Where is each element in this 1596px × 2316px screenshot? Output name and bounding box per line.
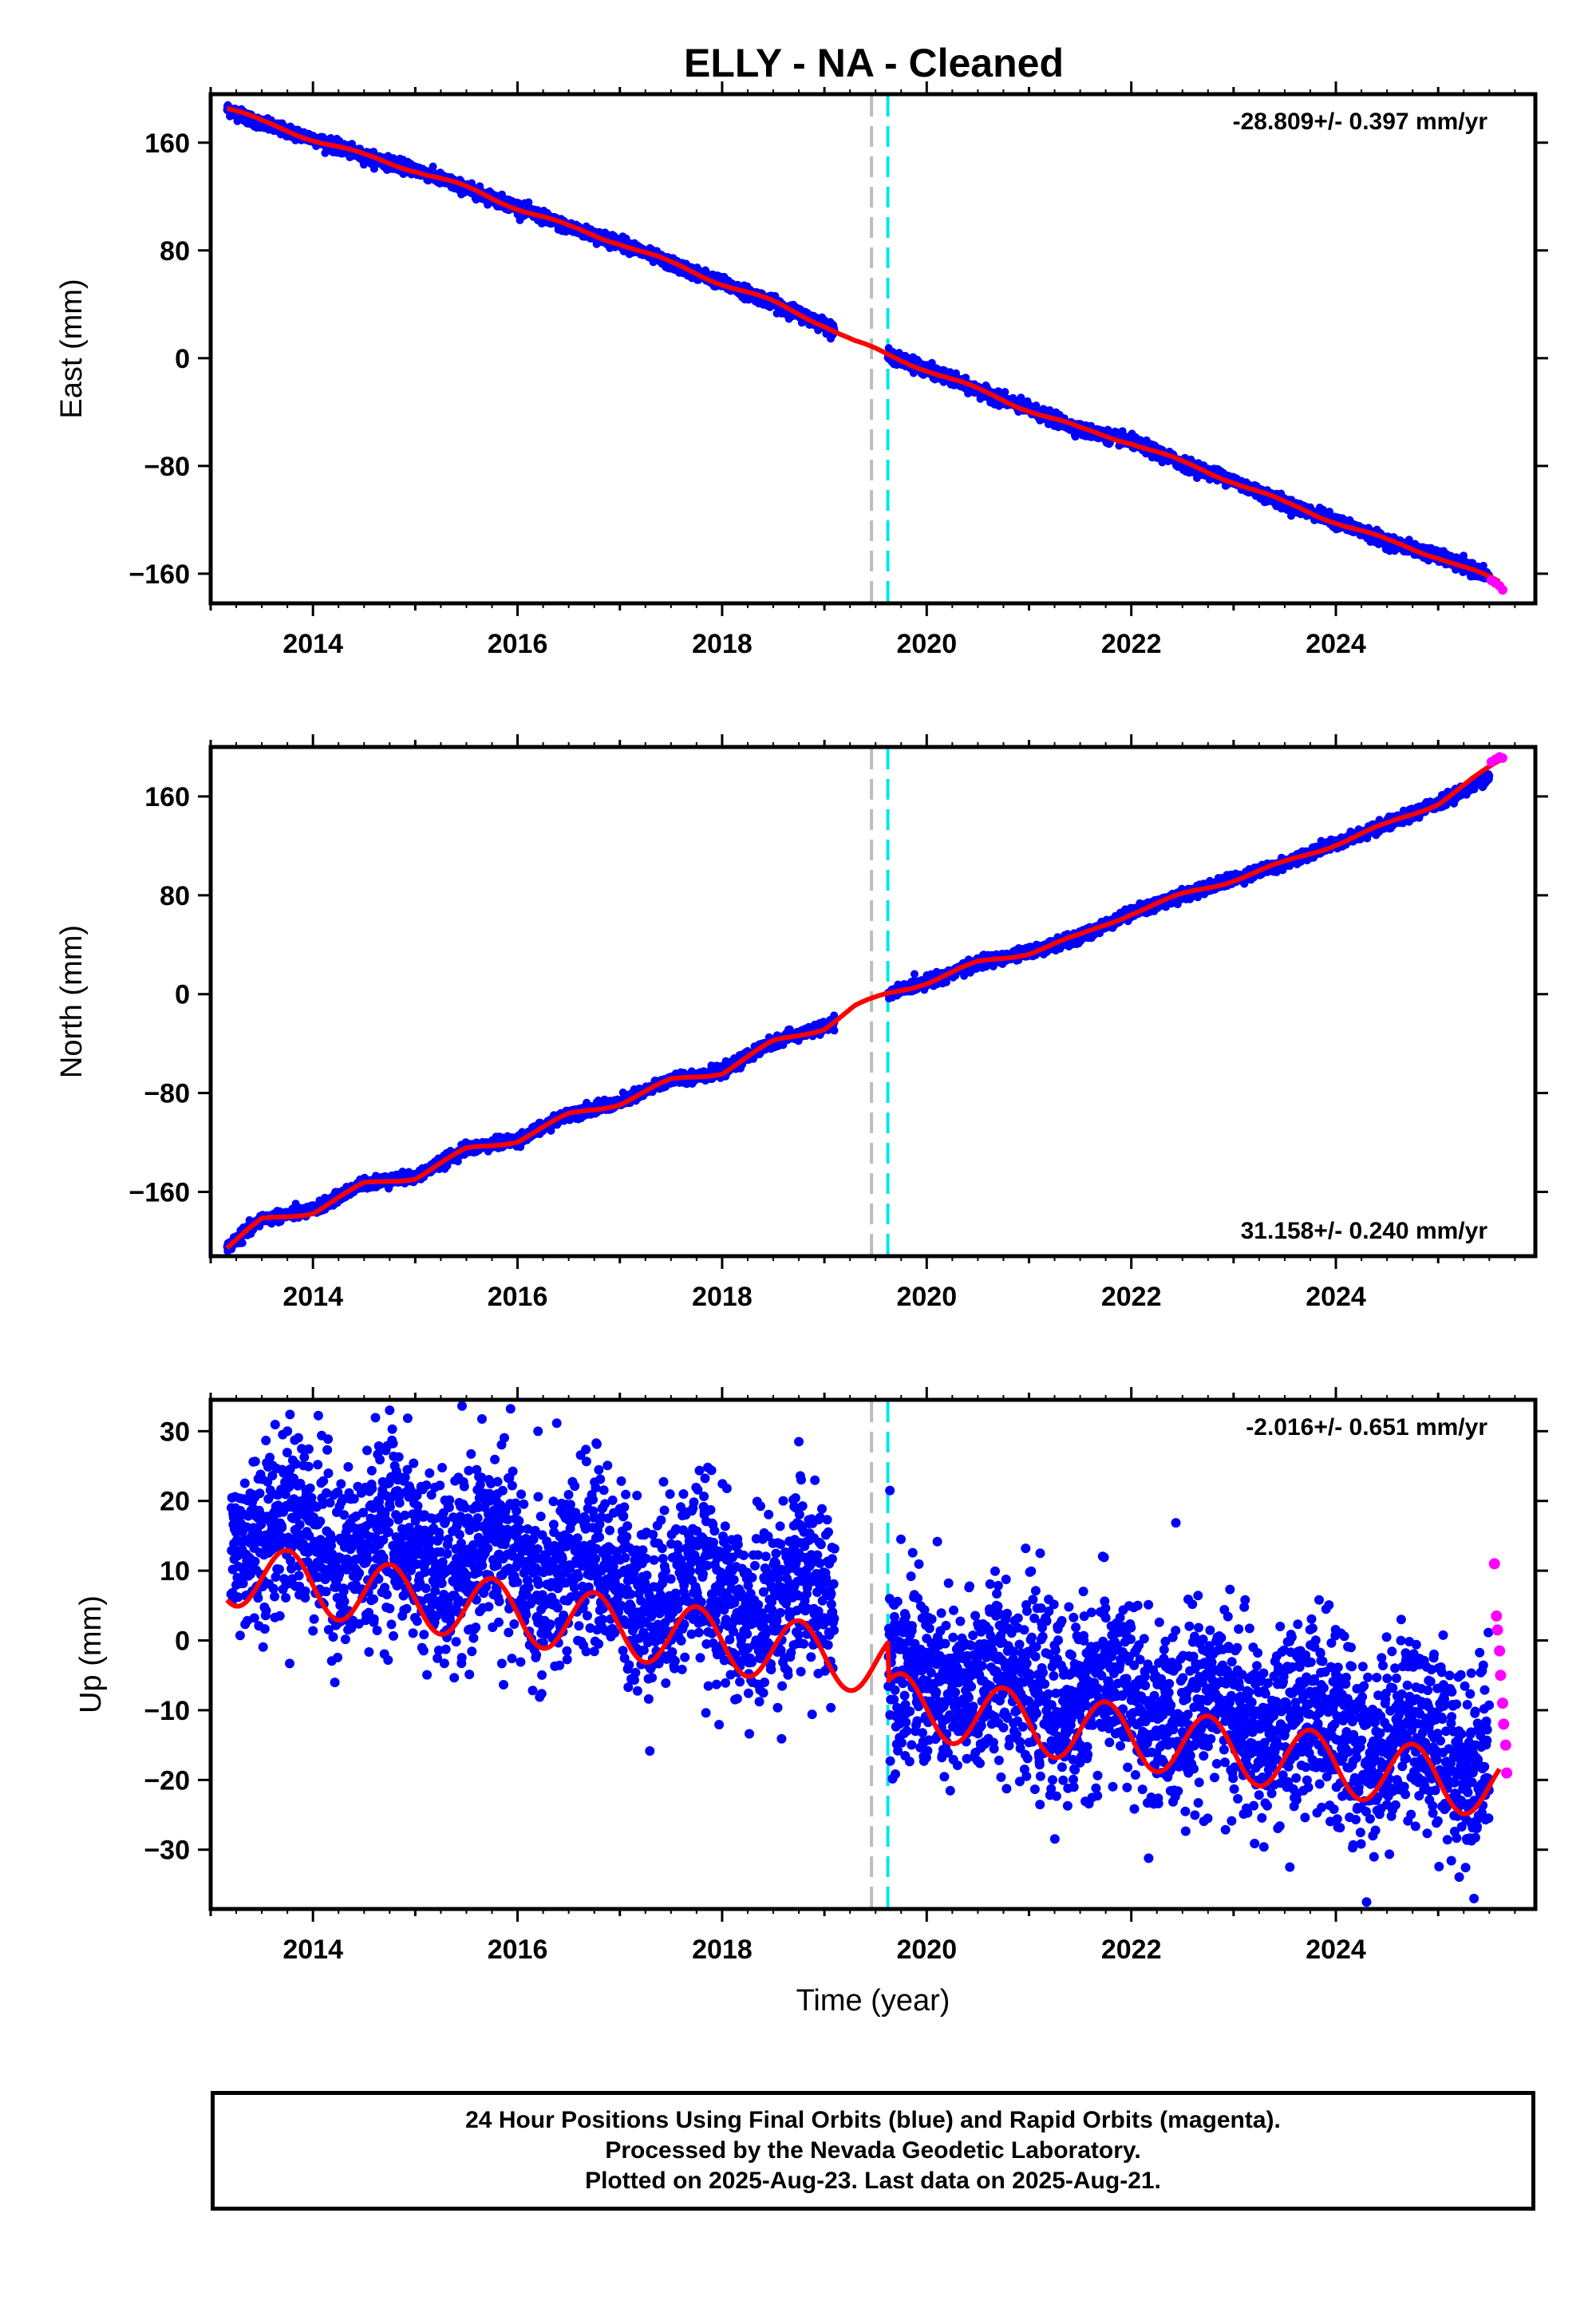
north-panel-xtick-label: 2018 (692, 1282, 753, 1312)
east-panel-rapid-orbit-point (1497, 585, 1507, 595)
east-panel-xtick-label: 2016 (488, 629, 548, 659)
east-panel-rate-label: -28.809+/- 0.397 mm/yr (1233, 109, 1488, 135)
east-panel: 160 80 0 −80 −160 2014 2016 2018 2020 2022 2024 -28… (55, 81, 1548, 659)
east-panel-model-fit-line (226, 105, 1501, 584)
north-panel-ytick-label: −80 (144, 1079, 190, 1109)
north-panel-final-orbit-point (238, 1239, 247, 1247)
north-panel-xtick-label: 2024 (1306, 1282, 1366, 1312)
north-panel-xtick-label: 2020 (896, 1282, 957, 1312)
east-panel-xtick-label: 2020 (896, 629, 957, 659)
east-panel-xtick-label: 2018 (692, 629, 753, 659)
north-panel-plot-area (223, 752, 1507, 1255)
east-panel-y-axis-label: East (mm) (55, 279, 89, 418)
north-panel-ytick-label: −160 (128, 1177, 190, 1207)
east-panel-final-orbit-point (1001, 388, 1009, 397)
figure-title: ELLY - NA - Cleaned (684, 41, 1064, 85)
east-panel-final-orbit-point (524, 198, 533, 207)
east-panel-plot-area (223, 101, 1507, 595)
east-panel-xtick-label: 2024 (1306, 629, 1366, 659)
east-panel-xtick-label: 2014 (282, 629, 343, 659)
north-panel-xtick-label: 2014 (282, 1282, 343, 1312)
north-panel-xtick-label: 2022 (1101, 1282, 1162, 1312)
east-panel-ytick-label: 0 (175, 344, 190, 374)
east-panel-final-orbit-point (348, 140, 357, 148)
north-panel-ytick-label: 80 (160, 881, 190, 911)
east-panel-ytick-label: −80 (144, 452, 190, 482)
east-panel-ytick-label: 80 (160, 236, 190, 267)
north-panel-final-orbit-points (223, 770, 1494, 1255)
north-panel-ytick-label: 0 (175, 980, 190, 1010)
north-panel-xtick-label: 2016 (488, 1282, 548, 1312)
east-panel-final-orbit-point (429, 162, 437, 171)
east-panel-ytick-label: 160 (144, 128, 190, 159)
east-panel-final-orbit-point (962, 373, 970, 382)
north-panel-ytick-label: 160 (144, 782, 190, 812)
east-panel-xtick-label: 2022 (1101, 629, 1162, 659)
east-panel-ytick-label: −160 (128, 559, 190, 590)
